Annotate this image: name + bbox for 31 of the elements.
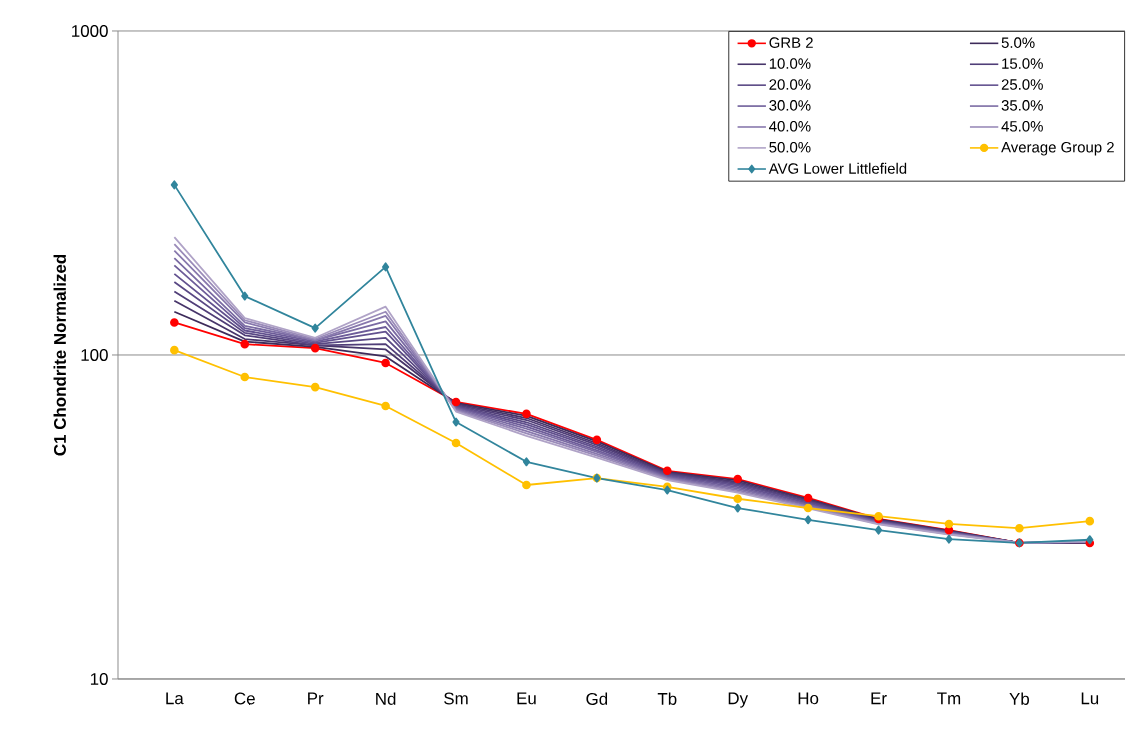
- legend-label: 5.0%: [1001, 37, 1035, 48]
- x-tick-label: Eu: [517, 692, 536, 705]
- legend-label: 10.0%: [769, 58, 811, 69]
- x-tick-label: Pr: [308, 692, 324, 705]
- legend-label: 30.0%: [769, 100, 811, 111]
- legend-label: 45.0%: [1001, 121, 1043, 132]
- x-tick-label: Gd: [586, 692, 608, 705]
- legend-label: 40.0%: [769, 121, 811, 132]
- y-tick-label: 10: [90, 672, 108, 685]
- x-tick-label: Ho: [798, 692, 819, 705]
- x-tick-label: Tm: [937, 692, 961, 705]
- x-tick-label: Dy: [728, 692, 749, 708]
- x-tick-label: Yb: [1009, 692, 1030, 705]
- x-tick-label: Sm: [444, 692, 468, 705]
- x-tick-label: Er: [871, 692, 887, 705]
- legend-label: 50.0%: [769, 141, 811, 153]
- legend-label: Average Group 2: [1001, 141, 1114, 156]
- x-tick-label: Tb: [657, 692, 677, 705]
- legend-label: 25.0%: [1001, 79, 1043, 90]
- legend-label: AVG Lower Littlefield: [768, 162, 907, 174]
- legend-label: 35.0%: [1001, 100, 1043, 111]
- legend-label: GRB 2: [769, 37, 813, 48]
- y-tick-label: 100: [81, 348, 108, 361]
- y-tick-label: 1000: [72, 24, 108, 37]
- x-tick-label: La: [166, 692, 184, 705]
- x-tick-label: Nd: [376, 692, 396, 705]
- legend-label: 15.0%: [1002, 58, 1043, 69]
- y-axis-title: C1 Chondrite Normalized: [53, 254, 66, 456]
- legend-label: 20.0%: [769, 79, 811, 90]
- x-tick-label: Lu: [1081, 692, 1099, 705]
- x-tick-label: Ce: [234, 692, 255, 705]
